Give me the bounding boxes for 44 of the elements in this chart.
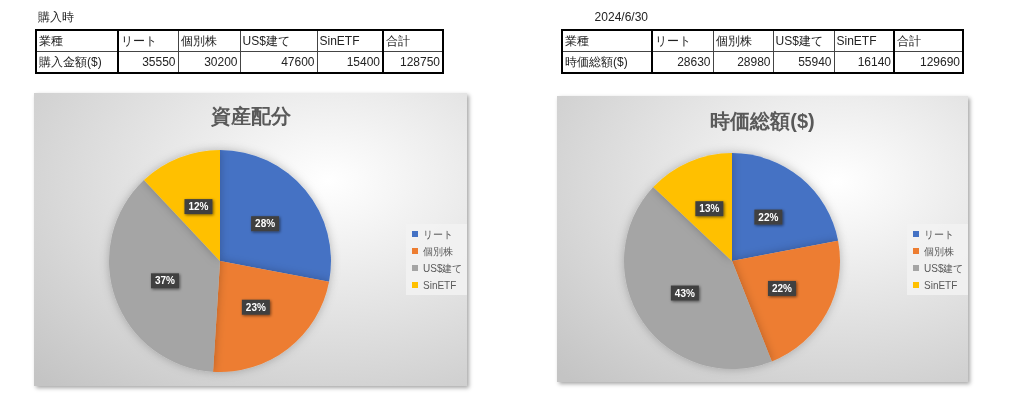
text: 購入時 bbox=[37, 10, 75, 24]
chart-title: 時価総額($) bbox=[710, 110, 815, 132]
data-label: 15400 bbox=[317, 51, 383, 73]
data-label: 43% bbox=[674, 287, 695, 299]
text: 合計 bbox=[383, 30, 443, 52]
legend-label: 個別株 bbox=[924, 245, 954, 257]
category-label: SinETF bbox=[317, 30, 383, 52]
legend-label: US$建て bbox=[423, 262, 463, 274]
data-label: 28980 bbox=[713, 51, 773, 73]
category-label: SinETF bbox=[834, 30, 894, 52]
category-label: 個別株 bbox=[713, 30, 773, 52]
data-label: 12% bbox=[188, 201, 209, 213]
text: 129690 bbox=[919, 55, 960, 69]
legend-label: リート bbox=[423, 228, 453, 240]
text: 時価総額($) bbox=[562, 51, 652, 73]
category-label: US$建て bbox=[240, 30, 317, 52]
chart-title: 資産配分 bbox=[209, 105, 292, 127]
legend-label: US$建て bbox=[924, 262, 964, 274]
category-label: 個別株 bbox=[178, 30, 240, 52]
text: 購入金額($) bbox=[36, 51, 118, 73]
legend-label: SinETF bbox=[924, 279, 958, 291]
data-label: 30200 bbox=[178, 51, 240, 73]
data-label: 28630 bbox=[652, 51, 713, 73]
data-label: 23% bbox=[245, 301, 266, 313]
legend-label: 個別株 bbox=[423, 245, 453, 257]
category-label: リート bbox=[652, 30, 713, 52]
data-label: 22% bbox=[758, 211, 779, 223]
data-label: 55940 bbox=[773, 51, 834, 73]
legend-label: リート bbox=[924, 228, 954, 240]
data-label: 22% bbox=[771, 282, 793, 294]
text: 業種 bbox=[36, 30, 118, 52]
text: 128750 bbox=[399, 55, 440, 69]
data-label: 13% bbox=[699, 203, 720, 215]
data-label: 47600 bbox=[240, 51, 317, 73]
data-label: 16140 bbox=[834, 51, 894, 73]
text: 2024/6/30 bbox=[593, 10, 649, 24]
text: 合計 bbox=[894, 30, 963, 52]
legend-label: SinETF bbox=[423, 279, 457, 291]
category-label: リート bbox=[118, 30, 178, 52]
data-label: 37% bbox=[154, 275, 176, 287]
data-label: 28% bbox=[255, 218, 276, 230]
text: 業種 bbox=[562, 30, 652, 52]
data-label: 35550 bbox=[118, 51, 178, 73]
category-label: US$建て bbox=[773, 30, 834, 52]
